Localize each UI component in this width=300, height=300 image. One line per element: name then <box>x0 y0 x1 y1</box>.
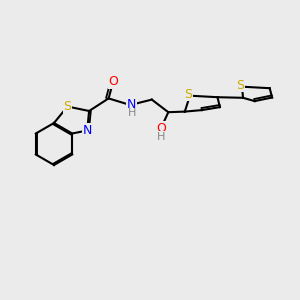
Text: N: N <box>127 98 136 112</box>
Text: S: S <box>237 79 244 92</box>
Text: N: N <box>82 124 92 137</box>
Text: O: O <box>108 75 118 88</box>
Text: S: S <box>64 100 71 113</box>
Text: O: O <box>157 122 166 135</box>
Text: H: H <box>128 108 136 118</box>
Text: H: H <box>157 132 166 142</box>
Text: S: S <box>184 88 192 101</box>
